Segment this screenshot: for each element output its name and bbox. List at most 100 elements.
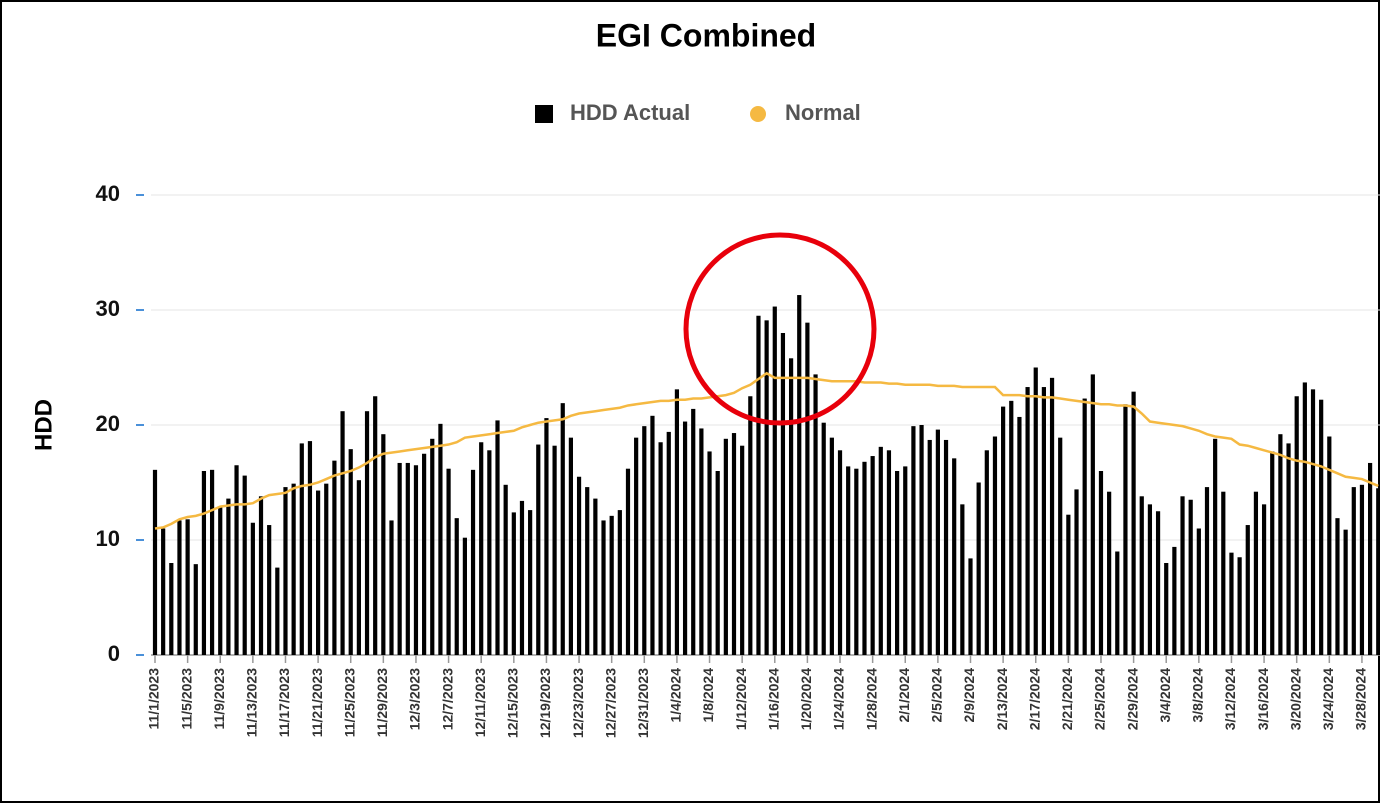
x-tick-label: 2/17/2024 <box>1026 668 1042 730</box>
y-tick-label: 30 <box>96 296 120 321</box>
x-tick-label: 2/1/2024 <box>896 668 912 723</box>
bar <box>927 439 932 655</box>
y-tick-label: 20 <box>96 411 120 436</box>
bar <box>699 428 704 655</box>
bar <box>1367 462 1373 655</box>
bar <box>960 504 965 655</box>
bar <box>1139 496 1144 655</box>
bar <box>495 420 500 655</box>
bar <box>1180 496 1185 655</box>
bar <box>911 426 916 655</box>
x-tick-label: 12/7/2023 <box>439 668 455 730</box>
legend: HDD Actual Normal <box>535 100 861 125</box>
bar <box>1164 563 1169 655</box>
x-tick-label: 3/28/2024 <box>1353 668 1369 730</box>
bar <box>805 322 810 655</box>
x-tick-label: 1/20/2024 <box>798 668 814 730</box>
bar <box>943 439 949 655</box>
bar <box>821 422 826 655</box>
x-tick-label: 2/9/2024 <box>961 668 977 723</box>
bar <box>617 510 622 655</box>
bar <box>707 451 712 655</box>
x-tick-label: 3/24/2024 <box>1320 668 1336 730</box>
bar <box>1327 436 1332 655</box>
bar <box>1090 374 1095 655</box>
bar <box>682 421 688 655</box>
bar <box>299 443 304 655</box>
bar <box>1147 504 1153 655</box>
bar <box>813 374 818 655</box>
bar <box>846 466 851 655</box>
bar <box>952 458 957 655</box>
bar <box>438 423 443 655</box>
bar <box>854 468 859 655</box>
bar <box>552 445 557 655</box>
bar <box>356 480 361 655</box>
bar <box>340 411 345 655</box>
bar <box>1017 416 1022 655</box>
bar <box>1204 487 1210 655</box>
x-tick-label: 11/21/2023 <box>309 668 325 738</box>
bar <box>291 483 296 655</box>
x-tick-label: 11/1/2023 <box>146 668 162 730</box>
bar <box>756 315 761 655</box>
bar <box>479 442 484 655</box>
bar <box>772 306 777 655</box>
bar <box>1351 487 1356 655</box>
legend-label: HDD Actual <box>570 100 690 125</box>
bar <box>169 563 174 655</box>
legend-swatch <box>535 105 553 123</box>
bar <box>1082 398 1087 655</box>
bar <box>1229 552 1234 655</box>
y-tick-label: 0 <box>108 641 120 666</box>
bar <box>364 411 370 655</box>
bar <box>454 518 459 655</box>
bar <box>1196 528 1201 655</box>
bar <box>976 482 981 655</box>
x-tick-label: 11/9/2023 <box>211 668 227 730</box>
bar <box>275 567 280 655</box>
x-tick-label: 11/17/2023 <box>276 668 292 738</box>
bar <box>650 415 655 655</box>
x-tick-label: 1/8/2024 <box>700 668 716 723</box>
bar <box>576 476 582 655</box>
x-tick-label: 2/13/2024 <box>994 668 1010 730</box>
bar <box>1131 391 1136 655</box>
bar <box>250 522 255 655</box>
bar <box>1319 399 1324 655</box>
bar <box>316 490 321 655</box>
bar <box>723 438 728 655</box>
bar <box>715 471 720 655</box>
bar <box>1066 514 1071 655</box>
bar <box>487 450 492 655</box>
highlight-circle <box>683 232 877 426</box>
y-axis-title: HDD <box>30 399 57 451</box>
bar <box>381 434 386 655</box>
x-tick-label: 2/21/2024 <box>1059 668 1075 730</box>
bar <box>462 537 467 655</box>
bar <box>1213 438 1218 655</box>
bar <box>519 500 525 655</box>
x-tick-label: 11/29/2023 <box>374 668 390 738</box>
x-tick-label: 3/16/2024 <box>1255 668 1271 730</box>
bar <box>209 469 215 655</box>
x-tick-label: 12/11/2023 <box>472 668 488 738</box>
bar <box>307 441 313 655</box>
legend-label: Normal <box>785 100 861 125</box>
bar <box>1294 396 1299 655</box>
bar <box>1033 367 1038 655</box>
x-tick-label: 12/31/2023 <box>635 668 651 738</box>
bar <box>935 429 940 655</box>
bar <box>601 520 606 655</box>
bar <box>234 465 239 655</box>
bar <box>503 484 508 655</box>
bar <box>992 436 998 655</box>
bar <box>968 558 973 655</box>
x-tick-label: 12/19/2023 <box>537 668 553 738</box>
legend-swatch <box>750 106 766 122</box>
bar <box>283 487 288 655</box>
bar <box>560 403 565 655</box>
x-tick-label: 2/5/2024 <box>929 668 945 723</box>
